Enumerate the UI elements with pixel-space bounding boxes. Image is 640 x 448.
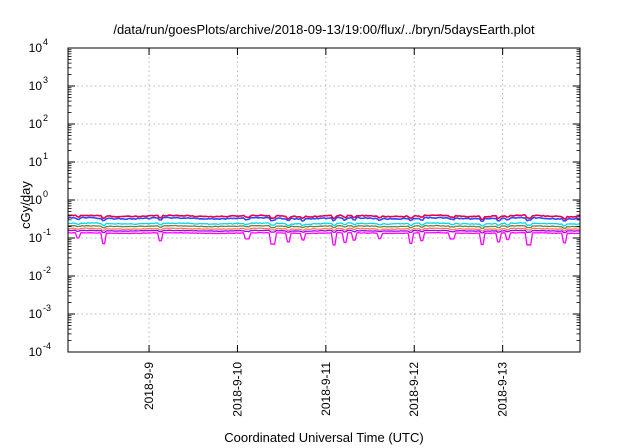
y-tick-exponent: 1 — [43, 151, 48, 161]
x-tick-label: 2018-9-11 — [319, 362, 333, 416]
x-axis-label: Coordinated Universal Time (UTC) — [224, 430, 423, 445]
grid — [68, 48, 580, 352]
y-tick-label: 10 — [29, 79, 43, 93]
x-tick-label: 2018-9-10 — [230, 362, 244, 417]
y-tick-exponent: 2 — [43, 113, 48, 123]
y-tick-exponent: -3 — [43, 303, 51, 313]
y-tick-label: 10 — [29, 345, 43, 359]
series-line — [67, 214, 581, 221]
x-tick-label: 2018-9-13 — [496, 362, 510, 417]
series-line — [67, 224, 581, 230]
y-tick-exponent: 0 — [43, 189, 48, 199]
y-tick-label: 10 — [29, 269, 43, 283]
x-tick-label: 2018-9-9 — [142, 362, 156, 410]
series-line — [67, 222, 581, 227]
y-tick-label: 10 — [29, 117, 43, 131]
series-line — [67, 227, 581, 232]
y-tick-exponent: 4 — [43, 37, 48, 47]
x-tick-label: 2018-9-12 — [407, 362, 421, 417]
y-tick-exponent: -4 — [43, 341, 51, 351]
y-tick-exponent: -1 — [43, 227, 51, 237]
series-line — [67, 216, 581, 222]
series-line — [67, 231, 581, 246]
series-line — [67, 229, 581, 234]
y-tick-label: 10 — [29, 193, 43, 207]
y-axis-label: cGy/day — [18, 181, 33, 229]
y-tick-label: 10 — [29, 231, 43, 245]
y-tick-exponent: 3 — [43, 75, 48, 85]
y-tick-label: 10 — [29, 307, 43, 321]
series-lines — [67, 214, 581, 246]
y-tick-label: 10 — [29, 41, 43, 55]
chart-title: /data/run/goesPlots/archive/2018-09-13/1… — [113, 22, 535, 37]
y-tick-label: 10 — [29, 155, 43, 169]
y-tick-exponent: -2 — [43, 265, 51, 275]
